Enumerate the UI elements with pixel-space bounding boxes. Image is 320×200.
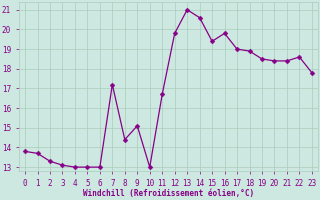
- X-axis label: Windchill (Refroidissement éolien,°C): Windchill (Refroidissement éolien,°C): [83, 189, 254, 198]
